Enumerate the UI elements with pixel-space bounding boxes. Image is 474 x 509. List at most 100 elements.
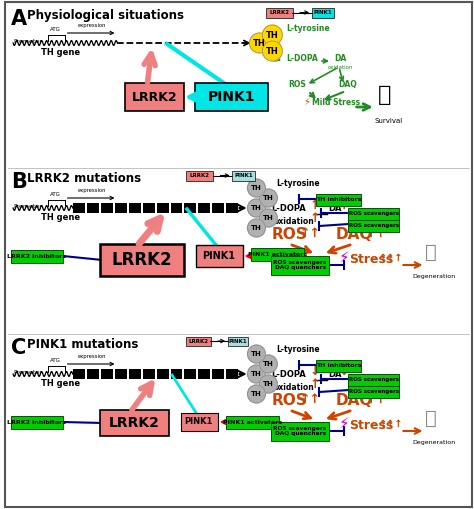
- FancyBboxPatch shape: [156, 369, 169, 379]
- FancyBboxPatch shape: [316, 193, 361, 206]
- FancyBboxPatch shape: [198, 369, 210, 379]
- Text: ⚡: ⚡: [339, 250, 350, 265]
- FancyBboxPatch shape: [115, 369, 127, 379]
- FancyBboxPatch shape: [143, 203, 155, 213]
- FancyBboxPatch shape: [171, 369, 182, 379]
- Text: Promoter: Promoter: [13, 204, 42, 209]
- Circle shape: [259, 209, 277, 227]
- FancyBboxPatch shape: [73, 369, 85, 379]
- Text: TH: TH: [251, 185, 262, 191]
- FancyBboxPatch shape: [5, 2, 472, 507]
- Text: PINK1 mutations: PINK1 mutations: [27, 338, 138, 351]
- Text: PINK1 activators: PINK1 activators: [248, 251, 307, 257]
- Text: PINK1: PINK1: [314, 10, 332, 15]
- Text: ROS: ROS: [288, 80, 306, 89]
- FancyBboxPatch shape: [186, 171, 213, 181]
- Text: PINK1 activators: PINK1 activators: [223, 419, 282, 425]
- Text: A: A: [11, 9, 27, 29]
- Text: TH: TH: [251, 205, 262, 211]
- Text: TH gene: TH gene: [41, 48, 80, 57]
- Text: TH inhibitors: TH inhibitors: [316, 363, 361, 368]
- Text: ROS scavengers
DAQ quenchers: ROS scavengers DAQ quenchers: [273, 260, 327, 270]
- Text: TH: TH: [251, 351, 262, 357]
- FancyBboxPatch shape: [171, 203, 182, 213]
- Text: ↑↑↑: ↑↑↑: [378, 419, 402, 429]
- Text: Stress: Stress: [349, 419, 393, 432]
- Text: L-tyrosine: L-tyrosine: [276, 345, 320, 354]
- Circle shape: [249, 33, 269, 53]
- Text: ROS scavengers: ROS scavengers: [349, 223, 399, 228]
- Text: TH gene: TH gene: [41, 213, 80, 222]
- FancyBboxPatch shape: [311, 8, 335, 17]
- Text: C: C: [11, 338, 27, 358]
- Text: TH: TH: [263, 381, 274, 387]
- Text: LRRK2: LRRK2: [109, 416, 160, 430]
- Text: ATG: ATG: [50, 358, 61, 363]
- FancyBboxPatch shape: [115, 203, 127, 213]
- FancyBboxPatch shape: [181, 413, 218, 431]
- Text: TH: TH: [263, 195, 274, 201]
- Text: PINK1: PINK1: [208, 90, 255, 104]
- Text: Degeneration: Degeneration: [413, 274, 456, 279]
- FancyBboxPatch shape: [196, 245, 243, 267]
- Text: oxidation: oxidation: [328, 65, 354, 70]
- Text: DAQ: DAQ: [338, 80, 356, 89]
- Text: Survival: Survival: [374, 118, 403, 124]
- Text: ROS scavengers: ROS scavengers: [349, 211, 399, 216]
- Text: ↑: ↑: [309, 212, 319, 225]
- FancyBboxPatch shape: [232, 171, 255, 181]
- FancyBboxPatch shape: [100, 410, 169, 436]
- Circle shape: [247, 345, 265, 363]
- Text: PINK1: PINK1: [185, 417, 213, 427]
- FancyBboxPatch shape: [184, 203, 196, 213]
- Text: TH: TH: [263, 361, 274, 367]
- FancyBboxPatch shape: [143, 369, 155, 379]
- Text: TH: TH: [253, 39, 266, 47]
- Text: expression: expression: [78, 23, 106, 28]
- Text: 🧠: 🧠: [378, 85, 391, 105]
- Text: TH: TH: [266, 46, 279, 55]
- Text: ROS: ROS: [271, 393, 307, 408]
- Text: DA: DA: [328, 204, 341, 213]
- FancyBboxPatch shape: [195, 83, 268, 111]
- Text: ↑↑↑: ↑↑↑: [378, 253, 402, 263]
- Text: TH: TH: [266, 31, 279, 40]
- Text: TH: TH: [251, 391, 262, 397]
- Text: PINK1: PINK1: [228, 338, 247, 344]
- Text: L-tyrosine: L-tyrosine: [276, 179, 320, 188]
- Text: Degeneration: Degeneration: [413, 440, 456, 445]
- Text: LRRK2: LRRK2: [132, 91, 177, 103]
- Text: LRRK2: LRRK2: [189, 338, 209, 344]
- Text: LRRK2: LRRK2: [190, 173, 210, 178]
- FancyBboxPatch shape: [226, 203, 238, 213]
- Text: Promoter: Promoter: [13, 39, 42, 43]
- Text: oxidation: oxidation: [273, 217, 314, 226]
- Text: ↑↑: ↑↑: [299, 227, 320, 240]
- Text: ROS: ROS: [271, 227, 307, 242]
- Text: ↑: ↑: [339, 199, 349, 212]
- Text: LRRK2: LRRK2: [112, 251, 173, 269]
- FancyBboxPatch shape: [316, 359, 361, 372]
- Text: LRRK2 inhibitors: LRRK2 inhibitors: [8, 253, 66, 259]
- Text: B: B: [11, 172, 27, 192]
- Text: PINK1: PINK1: [202, 251, 235, 261]
- Text: 🧠: 🧠: [425, 243, 437, 262]
- Circle shape: [247, 199, 265, 217]
- Text: ↑↑: ↑↑: [366, 227, 387, 240]
- Text: LRRK2: LRRK2: [269, 10, 289, 15]
- Text: expression: expression: [78, 188, 106, 193]
- Text: ROS scavengers: ROS scavengers: [349, 377, 399, 382]
- FancyBboxPatch shape: [129, 203, 141, 213]
- Text: DAQ: DAQ: [336, 393, 374, 408]
- Circle shape: [247, 365, 265, 383]
- FancyBboxPatch shape: [125, 83, 184, 111]
- Text: TH inhibitors: TH inhibitors: [316, 197, 361, 202]
- Text: LRRK2 mutations: LRRK2 mutations: [27, 172, 141, 185]
- FancyBboxPatch shape: [156, 203, 169, 213]
- Text: TH: TH: [251, 371, 262, 377]
- Text: ROS scavengers: ROS scavengers: [349, 389, 399, 394]
- Text: PINK1: PINK1: [234, 173, 253, 178]
- Text: L-tyrosine: L-tyrosine: [286, 24, 330, 33]
- FancyBboxPatch shape: [100, 244, 184, 276]
- Text: ROS scavengers
DAQ quenchers: ROS scavengers DAQ quenchers: [273, 426, 327, 436]
